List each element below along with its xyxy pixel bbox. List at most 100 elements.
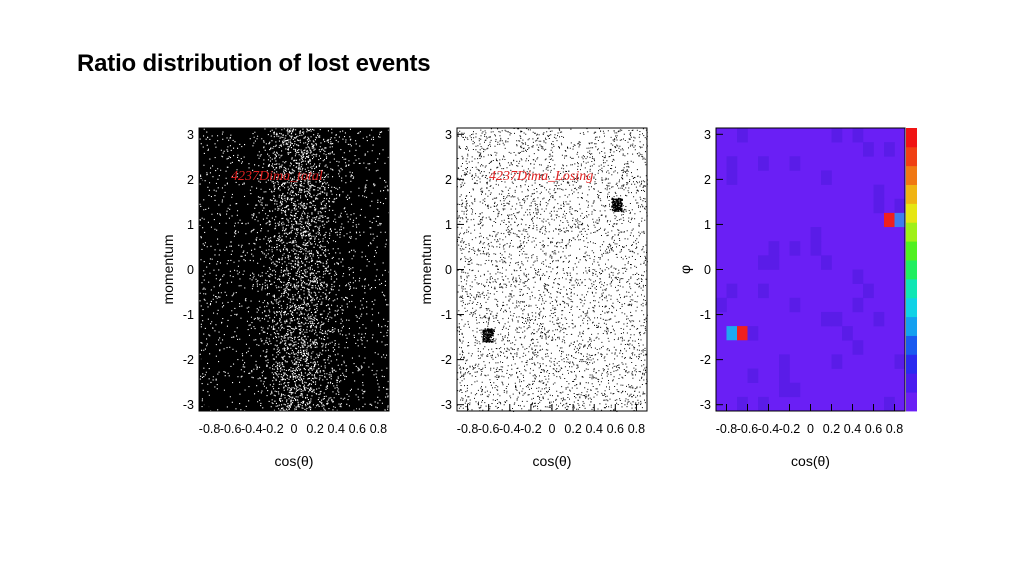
y-tick-label: -2 bbox=[183, 353, 194, 367]
heatmap-cell bbox=[789, 382, 801, 398]
scatter-points bbox=[199, 128, 391, 412]
heatmap-cell bbox=[852, 340, 864, 355]
colorbar-swatch bbox=[906, 373, 917, 393]
x-tick-label: 0 bbox=[807, 422, 814, 436]
x-tick-label: 0.8 bbox=[370, 422, 387, 436]
x-tick-label: 0.6 bbox=[607, 422, 624, 436]
x-tick-label: -0.4 bbox=[758, 422, 780, 436]
heatmap-cell bbox=[779, 368, 790, 383]
y-tick-label: 3 bbox=[704, 128, 711, 142]
y-tick-label: 0 bbox=[187, 263, 194, 277]
colorbar-swatch bbox=[906, 278, 917, 299]
heatmap-cell bbox=[831, 311, 843, 327]
x-tick-label: 0.2 bbox=[564, 422, 581, 436]
colorbar-swatch bbox=[906, 241, 917, 261]
scatter-points bbox=[457, 128, 648, 412]
colorbar-swatch bbox=[906, 222, 917, 242]
x-tick-label: 0.6 bbox=[865, 422, 882, 436]
y-tick-label: 2 bbox=[187, 173, 194, 187]
heatmap-cell bbox=[758, 396, 769, 412]
y-tick-label: -1 bbox=[700, 308, 711, 322]
heatmap-cell bbox=[894, 198, 906, 214]
heatmap-cell bbox=[863, 283, 874, 299]
x-tick-label: -0.8 bbox=[457, 422, 479, 436]
page-title: Ratio distribution of lost events bbox=[77, 50, 431, 77]
heatmap-cell bbox=[789, 156, 801, 171]
x-tick-label: 0.2 bbox=[823, 422, 840, 436]
colorbar-swatch bbox=[906, 316, 917, 336]
heatmap-cell bbox=[852, 269, 864, 284]
x-tick-label: -0.8 bbox=[716, 422, 738, 436]
colorbar-swatch bbox=[906, 260, 917, 280]
dense-cluster bbox=[482, 328, 495, 343]
x-tick-label: -0.6 bbox=[737, 422, 759, 436]
x-tick-label: 0 bbox=[291, 422, 298, 436]
heatmap-cell bbox=[821, 170, 832, 185]
heatmap-hot-cell bbox=[884, 212, 895, 228]
x-tick-label: -0.2 bbox=[262, 422, 284, 436]
heatmap-hot-cell bbox=[737, 326, 748, 341]
heatmap-cell bbox=[831, 354, 843, 369]
heatmap-cell bbox=[758, 156, 769, 171]
y-tick-label: 0 bbox=[445, 263, 452, 277]
heatmap-cell bbox=[737, 128, 748, 143]
y-tick-label: -2 bbox=[700, 353, 711, 367]
y-tick-label: 0 bbox=[704, 263, 711, 277]
dense-cluster bbox=[611, 197, 623, 213]
y-tick-label: -1 bbox=[183, 308, 194, 322]
x-axis-title: cos(θ) bbox=[533, 453, 572, 469]
scatter-panel-losing: -0.8 -0.6 -0.4 -0.2 0 0.2 0.4 0.6 0.8 -3 -2 -1 0 1 2 3 c… bbox=[418, 127, 648, 469]
y-tick-label: -2 bbox=[441, 353, 452, 367]
y-tick-label: 2 bbox=[445, 173, 452, 187]
heatmap-cell bbox=[758, 255, 769, 270]
heatmap-cell bbox=[726, 283, 738, 299]
colorbar-swatch bbox=[906, 128, 917, 148]
heatmap-cell bbox=[726, 170, 738, 185]
heatmap-cell bbox=[747, 326, 759, 341]
y-tick-label: -1 bbox=[441, 308, 452, 322]
y-tick-label: 3 bbox=[187, 128, 194, 142]
heatmap-cell bbox=[726, 156, 738, 171]
heatmap-cell bbox=[852, 297, 864, 313]
heatmap-cell bbox=[873, 198, 885, 214]
x-tick-label: 0.2 bbox=[306, 422, 323, 436]
heatmap-cell bbox=[852, 128, 864, 143]
x-axis-title: cos(θ) bbox=[791, 453, 830, 469]
x-tick-label: -0.6 bbox=[478, 422, 500, 436]
y-axis-title: φ bbox=[677, 265, 693, 274]
x-tick-label: 0 bbox=[549, 422, 556, 436]
heatmap-cell bbox=[716, 297, 727, 313]
panel-annotation: 4237Dima_total bbox=[231, 169, 323, 184]
heatmap-cell bbox=[737, 396, 748, 412]
scatter-point-cloud bbox=[199, 128, 391, 412]
y-tick-label: -3 bbox=[441, 398, 452, 412]
colorbar-swatch bbox=[906, 354, 917, 374]
heatmap-cell bbox=[789, 297, 801, 313]
heatmap-cell bbox=[789, 241, 801, 256]
y-tick-label: 1 bbox=[445, 218, 452, 232]
scatter-panel-total: -0.8 -0.6 -0.4 -0.2 0 0.2 0.4 0.6 0.8 -3 -2 -1 0 1 2 3 c… bbox=[160, 127, 391, 469]
colorbar-swatch bbox=[906, 335, 917, 355]
x-tick-label: 0.4 bbox=[328, 422, 345, 436]
y-tick-label: 2 bbox=[704, 173, 711, 187]
y-tick-label: 1 bbox=[704, 218, 711, 232]
x-tick-label: -0.6 bbox=[220, 422, 242, 436]
colorbar-swatch bbox=[906, 184, 917, 204]
heatmap-hot-cell bbox=[726, 326, 737, 341]
colorbar-swatch bbox=[906, 165, 917, 185]
colorbar bbox=[906, 128, 917, 412]
colorbar-swatch bbox=[906, 146, 917, 167]
heatmap-cell bbox=[831, 128, 843, 143]
scatter-point-cloud bbox=[457, 128, 648, 412]
heatmap-cell bbox=[842, 326, 853, 341]
x-tick-label: 0.6 bbox=[349, 422, 366, 436]
heatmap-cell bbox=[884, 142, 895, 157]
x-tick-label: 0.4 bbox=[844, 422, 861, 436]
heatmap-cell bbox=[779, 382, 790, 398]
heatmap-cell bbox=[768, 241, 780, 256]
x-tick-label: -0.4 bbox=[241, 422, 263, 436]
heatmap-cell bbox=[821, 255, 832, 270]
heatmap-cell bbox=[884, 396, 895, 412]
heatmap-cells bbox=[716, 128, 906, 412]
